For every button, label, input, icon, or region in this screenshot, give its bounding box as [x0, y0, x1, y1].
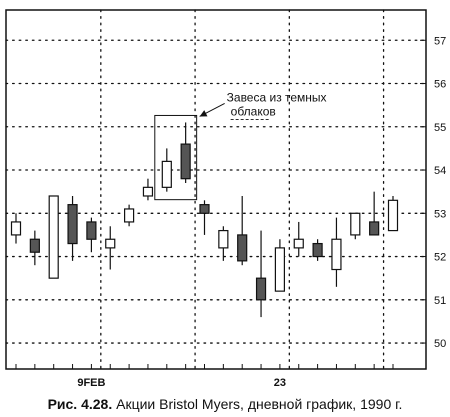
candle-body-bearish — [312, 242, 323, 258]
candle-body-bullish — [218, 229, 229, 249]
y-tick-label: 52 — [434, 252, 446, 264]
candle-body-bullish — [293, 238, 304, 249]
x-tick-label: 23 — [274, 377, 286, 389]
candle-body-bullish — [274, 247, 285, 292]
candle-body-bearish — [237, 234, 248, 262]
y-tick-label: 56 — [434, 79, 446, 91]
annotation-arrow-head — [199, 110, 208, 117]
candle-body-bearish — [255, 277, 267, 301]
x-axis-ticks: 9FEB 23 — [15, 364, 394, 389]
annotation: Завеса из темных облаков — [154, 90, 327, 201]
annotation-box — [154, 114, 198, 201]
candle-body-bullish — [123, 208, 135, 223]
annotation-text-line-1: Завеса из темных — [227, 90, 327, 104]
figure-number: Рис. 4.28. — [47, 396, 113, 412]
candle-body-bullish — [10, 221, 22, 236]
candle-body-bullish — [48, 195, 59, 279]
y-tick-label: 55 — [434, 122, 446, 134]
annotation-text-line-2: облаков — [231, 104, 276, 118]
y-tick-label: 54 — [434, 165, 446, 177]
figure-caption: Рис. 4.28. Акции Bristol Myers, дневной … — [0, 396, 450, 412]
candle-body-bearish — [67, 204, 78, 245]
figure-caption-text: Акции Bristol Myers, дневной график, 199… — [116, 396, 403, 412]
y-tick-label: 51 — [434, 295, 446, 307]
candle-body-bullish — [331, 238, 342, 271]
candle-body-bearish — [86, 221, 97, 240]
candlestick-chart: 50 51 52 53 54 55 56 57 9FEB 23 Завеса из темных… — [5, 9, 446, 389]
candle-body-bearish — [29, 238, 40, 253]
plot-frame — [5, 9, 427, 370]
candle-body-bullish — [387, 199, 399, 232]
y-tick-label: 50 — [434, 338, 446, 350]
y-axis-ticks: 50 51 52 53 54 55 56 57 — [420, 35, 446, 350]
candle-body-bullish — [350, 212, 361, 236]
candle-body-bullish — [105, 238, 116, 249]
candles — [10, 122, 399, 318]
candle-body-bearish — [180, 143, 191, 180]
y-tick-label: 53 — [434, 208, 446, 220]
candle-body-bullish — [161, 160, 172, 188]
candle-body-bullish — [142, 186, 154, 197]
x-tick-label: 9FEB — [77, 377, 105, 389]
candle-body-bearish — [369, 221, 380, 236]
candle-body-bearish — [199, 204, 210, 214]
y-tick-label: 57 — [434, 35, 446, 47]
